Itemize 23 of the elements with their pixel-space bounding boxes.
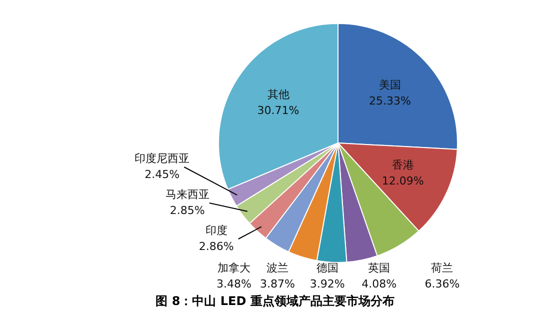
data-label: 2.45% (144, 168, 180, 181)
slice-label: 马来西亚 (165, 188, 210, 201)
slice-label: 印度尼西亚 (134, 152, 190, 165)
data-label: 6.36% (424, 277, 460, 290)
slice-label: 美国 (379, 78, 402, 92)
data-label: 2.85% (170, 204, 205, 217)
caption: 图 8：中山 LED 重点领域产品主要市场分布 (154, 293, 396, 310)
slice-label: 德国 (316, 261, 338, 274)
slice-label: 荷兰 (431, 261, 454, 274)
slice-label: 加拿大 (217, 261, 250, 274)
data-label: 3.48% (216, 277, 252, 290)
data-label: 25.33% (369, 94, 412, 108)
slice-label: 英国 (368, 261, 390, 274)
data-label: 3.92% (310, 277, 345, 290)
slice-label: 其他 (267, 88, 290, 102)
data-label: 3.87% (260, 277, 295, 290)
slice-label: 香港 (392, 158, 414, 172)
data-label: 2.86% (198, 240, 234, 253)
slice-label: 印度 (205, 224, 228, 237)
data-label: 30.71% (257, 104, 300, 118)
data-label: 4.08% (362, 277, 397, 290)
data-label: 12.09% (382, 174, 424, 188)
slice-label: 波兰 (266, 261, 289, 274)
